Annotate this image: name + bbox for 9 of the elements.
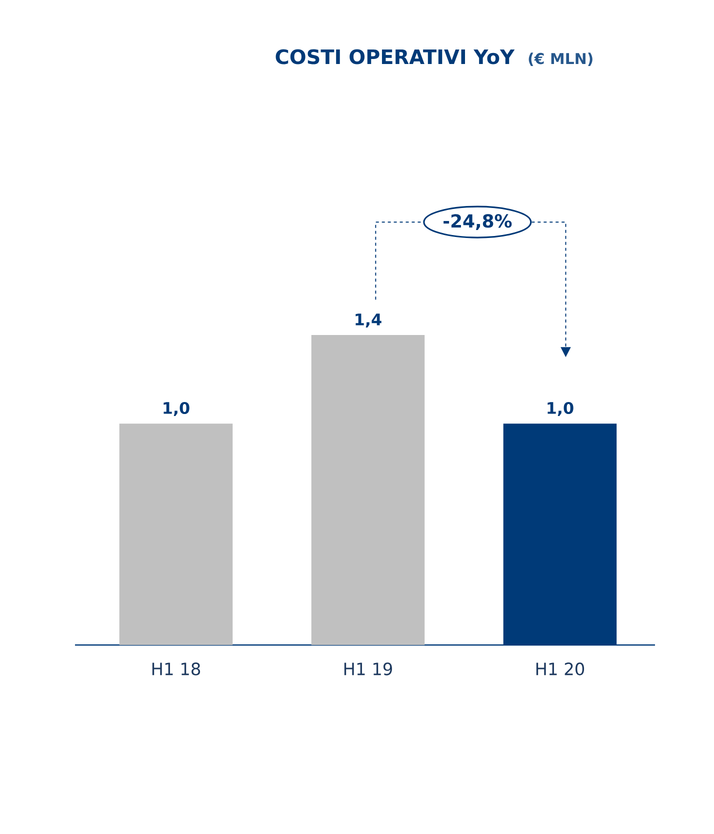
chart-title: COSTI OPERATIVI YoY [276, 49, 515, 64]
chart-subtitle: (€ MLN) [528, 52, 592, 66]
data-label: 1,4 [356, 314, 382, 328]
x-tick-label: H1 19 [344, 662, 392, 676]
x-tick-label: H1 20 [536, 662, 584, 676]
data-label: 1,0 [548, 402, 574, 416]
text: -24,8% [444, 214, 512, 230]
data-label: 1,0 [164, 402, 190, 416]
x-tick-label: H1 18 [152, 662, 200, 676]
